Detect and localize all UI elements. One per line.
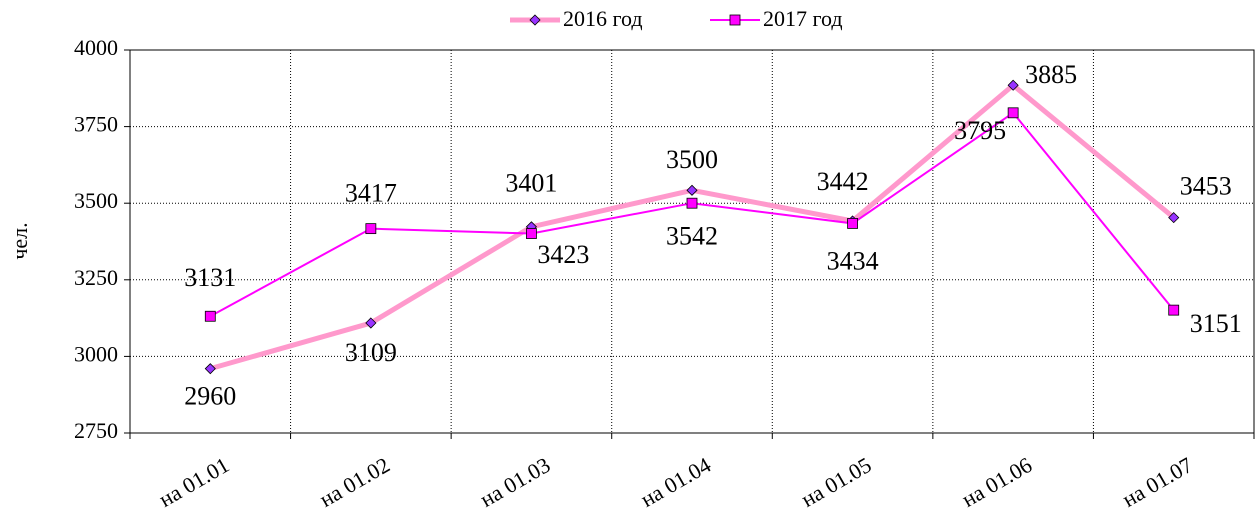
data-label: 3795 — [954, 116, 1006, 145]
marker — [204, 363, 216, 375]
data-label: 3453 — [1180, 172, 1232, 201]
x-tick-label: на 01.07 — [1118, 452, 1197, 512]
x-tick-label: на 01.03 — [476, 452, 555, 512]
data-label: 3434 — [827, 246, 879, 275]
marker — [686, 197, 698, 209]
x-tick-label: на 01.02 — [315, 452, 394, 512]
y-tick-label: 3750 — [74, 112, 118, 137]
legend-label: 2017 год — [763, 6, 843, 31]
legend-marker — [729, 14, 741, 26]
x-tick-label: на 01.06 — [957, 452, 1036, 512]
data-label: 2960 — [184, 382, 236, 411]
x-tick-label: на 01.01 — [155, 452, 234, 512]
marker — [1168, 304, 1180, 316]
data-label: 3109 — [345, 338, 397, 367]
data-label: 3401 — [505, 169, 557, 198]
marker — [365, 317, 377, 329]
data-label: 3417 — [345, 179, 397, 208]
data-label: 3500 — [666, 145, 718, 174]
marker — [365, 223, 377, 235]
marker — [686, 184, 698, 196]
marker — [526, 228, 537, 239]
y-axis-label: чел. — [7, 222, 32, 259]
y-tick-label: 2750 — [74, 418, 118, 443]
y-tick-label: 4000 — [74, 35, 118, 60]
x-tick-label: на 01.04 — [636, 452, 715, 512]
data-label: 3442 — [817, 167, 869, 196]
data-label: 3131 — [184, 263, 236, 292]
x-tick-label: на 01.05 — [797, 452, 876, 512]
marker — [847, 218, 858, 229]
y-tick-label: 3000 — [74, 341, 118, 366]
marker — [1007, 107, 1019, 119]
marker — [1168, 212, 1180, 224]
data-label: 3885 — [1025, 60, 1077, 89]
data-label: 3542 — [666, 221, 718, 250]
series-line — [209, 111, 1175, 318]
data-label: 3151 — [1190, 309, 1242, 338]
data-label: 3423 — [537, 240, 589, 269]
legend-marker — [529, 14, 541, 26]
y-tick-label: 3500 — [74, 188, 118, 213]
y-tick-label: 3250 — [74, 265, 118, 290]
legend-label: 2016 год — [563, 6, 643, 31]
marker — [204, 310, 216, 322]
marker — [1007, 79, 1019, 91]
